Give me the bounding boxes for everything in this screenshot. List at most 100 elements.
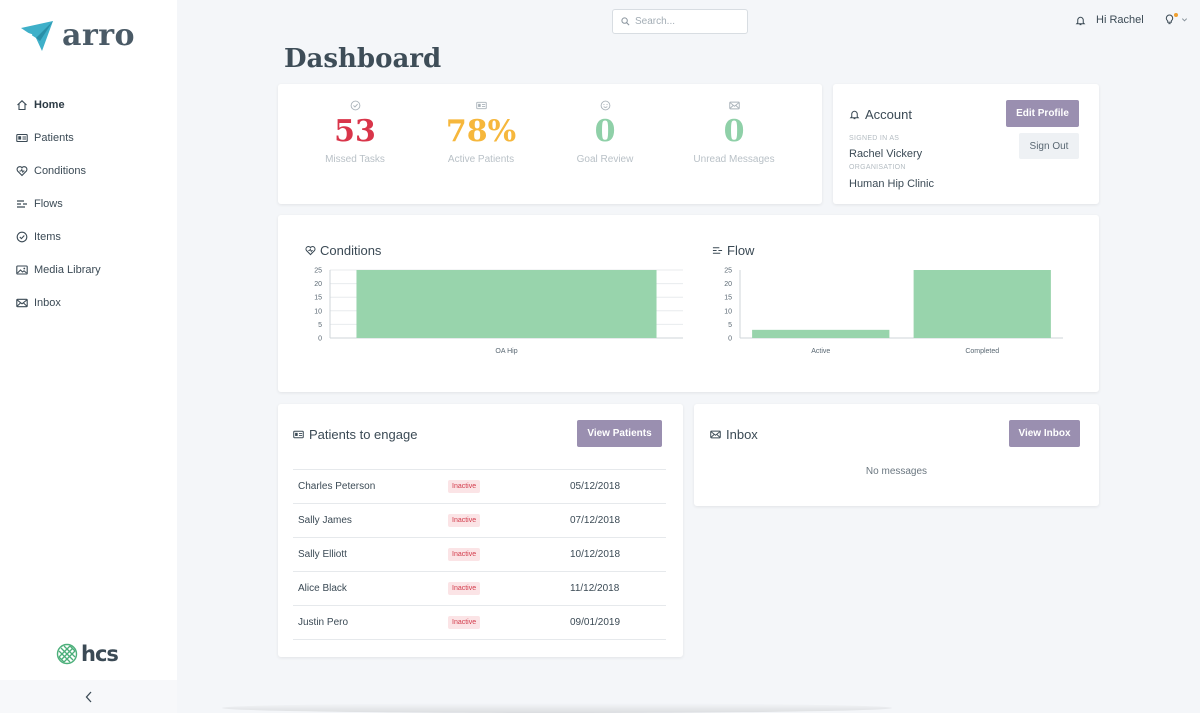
x-category-label: Completed <box>965 348 999 355</box>
bar-oa-hip <box>356 270 657 338</box>
sidebar-item-label: Media Library <box>34 263 101 276</box>
check-circle-icon <box>16 231 28 242</box>
sidebar-item-items[interactable]: Items <box>0 220 177 253</box>
table-row[interactable]: Charles Peterson Inactive 05/12/2018 <box>293 470 666 504</box>
table-row[interactable]: Sally James Inactive 07/12/2018 <box>293 504 666 538</box>
stat-value: 53 <box>334 114 376 149</box>
table-row[interactable]: Sally Elliott Inactive 10/12/2018 <box>293 538 666 572</box>
sidebar-item-patients[interactable]: Patients <box>0 121 177 154</box>
x-category-label: OA Hip <box>495 348 517 355</box>
lightbulb-icon <box>1165 14 1174 25</box>
chevron-left-icon <box>85 691 91 702</box>
bar-completed <box>913 270 1051 338</box>
search-input[interactable] <box>635 16 735 27</box>
paper-plane-logo-icon <box>21 20 53 51</box>
patients-card-title: Patients to engage <box>293 427 417 442</box>
stat-active-patients[interactable]: 78% Active Patients <box>416 100 546 165</box>
stat-label: Active Patients <box>447 154 515 165</box>
stat-label: Missed Tasks <box>325 154 385 165</box>
sidebar-item-label: Patients <box>34 131 74 144</box>
stat-missed-tasks[interactable]: 53 Missed Tasks <box>290 100 420 165</box>
inbox-card-title: Inbox <box>710 427 758 442</box>
status-badge: Inactive <box>448 616 481 629</box>
empty-inbox-message: No messages <box>865 466 928 477</box>
conditions-chart-title-text: Conditions <box>320 243 382 258</box>
account-title: Account <box>849 107 912 122</box>
notification-dot <box>1174 13 1178 17</box>
view-patients-button[interactable]: View Patients <box>577 420 662 447</box>
sidebar-nav: Home Patients Conditions Flows Items Med… <box>0 88 177 319</box>
id-card-icon <box>293 430 304 439</box>
window-shadow <box>222 703 892 713</box>
status-badge: Inactive <box>448 582 481 595</box>
flow-chart-title: Flow <box>712 243 754 258</box>
flow-icon <box>712 247 723 254</box>
collapse-sidebar-button[interactable] <box>0 680 177 713</box>
sidebar-item-conditions[interactable]: Conditions <box>0 154 177 187</box>
x-category-label: Active <box>811 348 830 355</box>
flow-chart-title-text: Flow <box>727 243 755 258</box>
edit-profile-button[interactable]: Edit Profile <box>1006 100 1079 127</box>
stat-unread-messages[interactable]: 0 Unread Messages <box>669 100 799 165</box>
signed-in-user: Rachel Vickery <box>849 148 923 160</box>
patients-card: Patients to engage View Patients Charles… <box>278 404 683 657</box>
sidebar-item-label: Inbox <box>34 296 61 309</box>
id-card-icon <box>475 101 487 110</box>
view-inbox-button[interactable]: View Inbox <box>1009 420 1080 447</box>
search-icon <box>621 17 630 26</box>
hcs-logo: hcs <box>56 642 119 666</box>
conditions-chart-title: Conditions <box>305 243 381 258</box>
table-row[interactable]: Alice Black Inactive 11/12/2018 <box>293 572 666 606</box>
y-tick-label: 10 <box>314 308 322 315</box>
settings-menu[interactable] <box>1164 13 1188 25</box>
patient-name: Justin Pero <box>298 617 349 628</box>
heart-icon <box>305 246 316 256</box>
search-box[interactable] <box>612 9 748 34</box>
sign-out-button[interactable]: Sign Out <box>1019 133 1079 159</box>
charts-card: Conditions 0 5 10 15 20 25 OA Hip Flow 0 5 10 15 2… <box>278 215 1099 392</box>
table-row[interactable]: Justin Pero Inactive 09/01/2019 <box>293 606 666 640</box>
sidebar-item-media-library[interactable]: Media Library <box>0 253 177 286</box>
id-card-icon <box>16 133 28 142</box>
sidebar: arro Home Patients Conditions Flows Item… <box>0 0 177 713</box>
sidebar-item-flows[interactable]: Flows <box>0 187 177 220</box>
partner-name: hcs <box>81 642 119 666</box>
user-greeting[interactable]: Hi Rachel <box>1075 14 1144 26</box>
y-tick-label: 20 <box>724 281 732 288</box>
hcs-globe-icon <box>56 643 78 665</box>
stat-goal-review[interactable]: 0 Goal Review <box>540 100 670 165</box>
sidebar-item-label: Conditions <box>34 164 86 177</box>
y-tick-label: 15 <box>314 295 322 302</box>
stat-value: 0 <box>594 114 616 149</box>
y-tick-label: 5 <box>318 322 322 329</box>
greeting-text: Hi Rachel <box>1096 14 1144 26</box>
mail-icon <box>16 298 28 307</box>
page-title: Dashboard <box>284 44 442 74</box>
patients-card-title-text: Patients to engage <box>309 427 418 442</box>
sidebar-item-inbox[interactable]: Inbox <box>0 286 177 319</box>
sidebar-item-home[interactable]: Home <box>0 88 177 121</box>
status-badge: Inactive <box>448 514 481 527</box>
patient-name: Charles Peterson <box>298 481 376 492</box>
home-icon <box>17 99 27 110</box>
inbox-card-title-text: Inbox <box>726 427 758 442</box>
patient-date: 10/12/2018 <box>570 549 621 560</box>
y-tick-label: 0 <box>728 336 732 343</box>
stat-value: 78% <box>445 114 517 149</box>
bar-active <box>752 329 890 338</box>
heart-icon <box>16 165 28 176</box>
account-card: Account SIGNED IN AS Rachel Vickery ORGA… <box>833 84 1099 204</box>
sidebar-item-label: Flows <box>34 197 63 210</box>
inbox-card: Inbox View Inbox No messages <box>694 404 1099 506</box>
stat-value: 0 <box>723 114 745 149</box>
stats-card: 53 Missed Tasks 78% Active Patients 0 Go… <box>278 84 822 204</box>
bell-icon <box>1075 16 1086 25</box>
sidebar-item-label: Home <box>34 98 65 111</box>
y-tick-label: 25 <box>314 268 322 275</box>
patient-name: Sally Elliott <box>298 549 347 560</box>
chevron-down-icon <box>1181 18 1188 22</box>
mail-icon <box>710 430 721 439</box>
y-tick-label: 25 <box>724 268 732 275</box>
patient-date: 07/12/2018 <box>570 515 621 526</box>
arro-logo[interactable]: arro <box>20 18 135 53</box>
